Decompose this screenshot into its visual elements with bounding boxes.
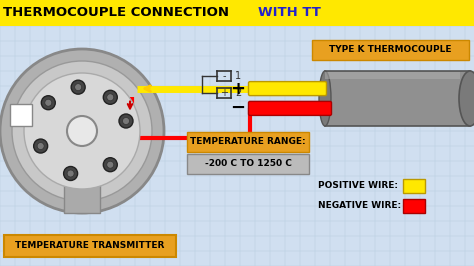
Text: 1: 1 xyxy=(235,71,241,81)
Circle shape xyxy=(103,90,117,104)
Text: -200 C TO 1250 C: -200 C TO 1250 C xyxy=(205,160,292,168)
Circle shape xyxy=(71,80,85,94)
Circle shape xyxy=(67,116,97,146)
Circle shape xyxy=(41,96,55,110)
Circle shape xyxy=(0,49,164,213)
Ellipse shape xyxy=(459,71,474,126)
Circle shape xyxy=(75,84,82,91)
FancyBboxPatch shape xyxy=(403,179,425,193)
FancyBboxPatch shape xyxy=(325,71,470,126)
FancyBboxPatch shape xyxy=(64,183,100,213)
Text: TEMPERATURE RANGE:: TEMPERATURE RANGE: xyxy=(190,138,306,147)
Text: WITH TT: WITH TT xyxy=(258,6,321,19)
Circle shape xyxy=(37,143,44,149)
Circle shape xyxy=(45,99,52,106)
Circle shape xyxy=(64,167,78,181)
FancyBboxPatch shape xyxy=(325,72,460,79)
Circle shape xyxy=(103,158,117,172)
Circle shape xyxy=(122,118,129,124)
FancyBboxPatch shape xyxy=(312,40,469,60)
Circle shape xyxy=(107,161,114,168)
Circle shape xyxy=(24,73,140,189)
Circle shape xyxy=(107,94,114,101)
FancyBboxPatch shape xyxy=(10,104,32,126)
Ellipse shape xyxy=(319,71,331,126)
Text: THERMOCOUPLE CONNECTION: THERMOCOUPLE CONNECTION xyxy=(3,6,234,19)
Circle shape xyxy=(12,61,152,201)
Text: +: + xyxy=(220,88,228,98)
Text: −: − xyxy=(230,99,246,117)
Circle shape xyxy=(67,170,74,177)
Circle shape xyxy=(34,139,48,153)
FancyBboxPatch shape xyxy=(403,199,425,213)
FancyBboxPatch shape xyxy=(248,82,327,95)
FancyBboxPatch shape xyxy=(4,235,176,257)
Text: TEMPERATURE TRANSMITTER: TEMPERATURE TRANSMITTER xyxy=(15,242,164,251)
FancyBboxPatch shape xyxy=(0,26,474,266)
Text: 2: 2 xyxy=(235,88,241,98)
Text: TYPE K THERMOCOUPLE: TYPE K THERMOCOUPLE xyxy=(329,45,452,55)
Text: NEGATIVE WIRE:: NEGATIVE WIRE: xyxy=(318,202,401,210)
Circle shape xyxy=(119,114,133,128)
FancyBboxPatch shape xyxy=(187,154,309,174)
Text: -: - xyxy=(222,71,226,81)
FancyBboxPatch shape xyxy=(187,132,309,152)
Text: POSITIVE WIRE:: POSITIVE WIRE: xyxy=(318,181,398,190)
FancyBboxPatch shape xyxy=(0,0,474,26)
FancyBboxPatch shape xyxy=(248,101,331,115)
Text: +: + xyxy=(230,80,246,98)
